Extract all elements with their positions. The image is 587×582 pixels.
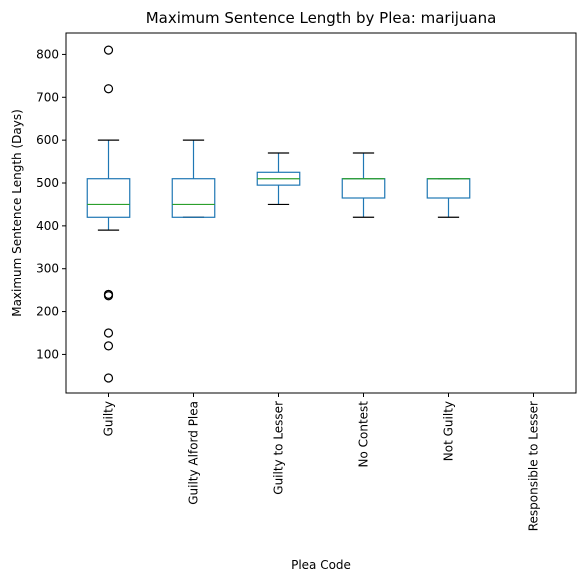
outlier-point [103, 84, 114, 94]
plot-area: 100 200 300 400 500 600 700 800 Guilty Guilty Alf… [36, 32, 577, 531]
y-tick-label: 600 [36, 133, 59, 147]
outlier-point [103, 341, 114, 351]
y-tick-label: 800 [36, 47, 59, 61]
x-tick-label: Responsible to Lesser [527, 401, 541, 531]
outlier-point [103, 45, 114, 55]
box [171, 178, 216, 218]
y-tick-label: 500 [36, 176, 59, 190]
x-tick-label: Guilty to Lesser [272, 401, 286, 495]
x-tick-label: Guilty [102, 401, 116, 436]
box [86, 178, 131, 218]
y-tick-label: 700 [36, 90, 59, 104]
x-axis-label: Plea Code [291, 558, 351, 572]
plot-frame [65, 32, 577, 394]
box [341, 178, 386, 199]
box [426, 178, 471, 199]
y-axis-label: Maximum Sentence Length (Days) [10, 109, 24, 317]
y-tick-label: 100 [36, 347, 59, 361]
outlier-point [103, 291, 114, 301]
outlier-point [103, 328, 114, 338]
y-tick-label: 400 [36, 219, 59, 233]
outlier-point [103, 373, 114, 383]
y-tick-label: 200 [36, 305, 59, 319]
x-tick-label: Not Guilty [442, 401, 456, 461]
x-tick-label: Guilty Alford Plea [187, 401, 201, 505]
x-tick-label: No Contest [357, 401, 371, 468]
chart-title: Maximum Sentence Length by Plea: marijua… [146, 9, 497, 27]
y-tick-label: 300 [36, 262, 59, 276]
